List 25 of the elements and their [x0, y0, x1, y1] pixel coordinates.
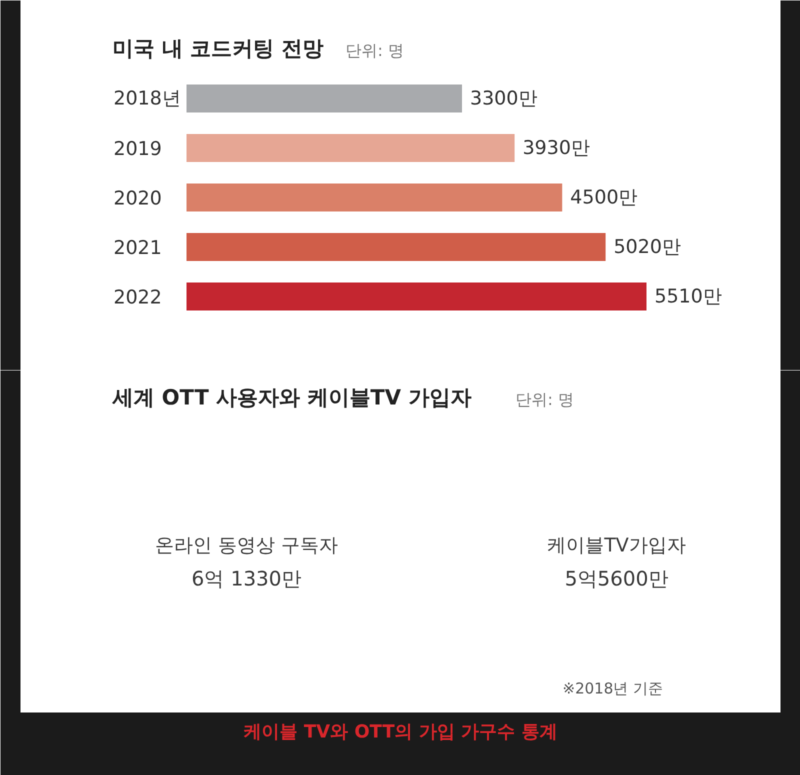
data-label: 3930만	[522, 137, 590, 159]
y-tick-label: 2021	[114, 237, 162, 259]
bar	[186, 134, 515, 162]
data-label: 5510만	[654, 286, 722, 308]
chart-title: 미국 내 코드커팅 전망	[112, 36, 324, 60]
text: ※2018년 기준	[562, 680, 664, 698]
text: 케이블 TV와 OTT의 가입 가구수 통계	[244, 722, 558, 742]
bar	[186, 184, 562, 212]
chart-subtitle: 단위: 명	[346, 41, 404, 60]
data-label: 3300만	[470, 88, 538, 110]
y-tick-label: 2020	[114, 188, 162, 210]
y-tick-label: 2019	[114, 138, 162, 160]
text: 세계 OTT 사용자와 케이블TV 가입자	[112, 386, 472, 410]
data-label: 4500만	[570, 186, 638, 208]
category-label: 케이블TV가입자	[547, 534, 686, 556]
category-label: 온라인 동영상 구독자	[154, 534, 338, 556]
y-tick-label: 2022	[114, 286, 162, 308]
text: 5억5600만	[564, 566, 668, 590]
text: 단위: 명	[516, 390, 574, 409]
bar	[186, 282, 646, 310]
bar	[186, 233, 606, 261]
y-tick-label: 2018년	[114, 88, 181, 110]
text: 6억 1330만	[192, 566, 302, 590]
bar	[186, 84, 462, 112]
data-label: 5020만	[614, 236, 681, 258]
